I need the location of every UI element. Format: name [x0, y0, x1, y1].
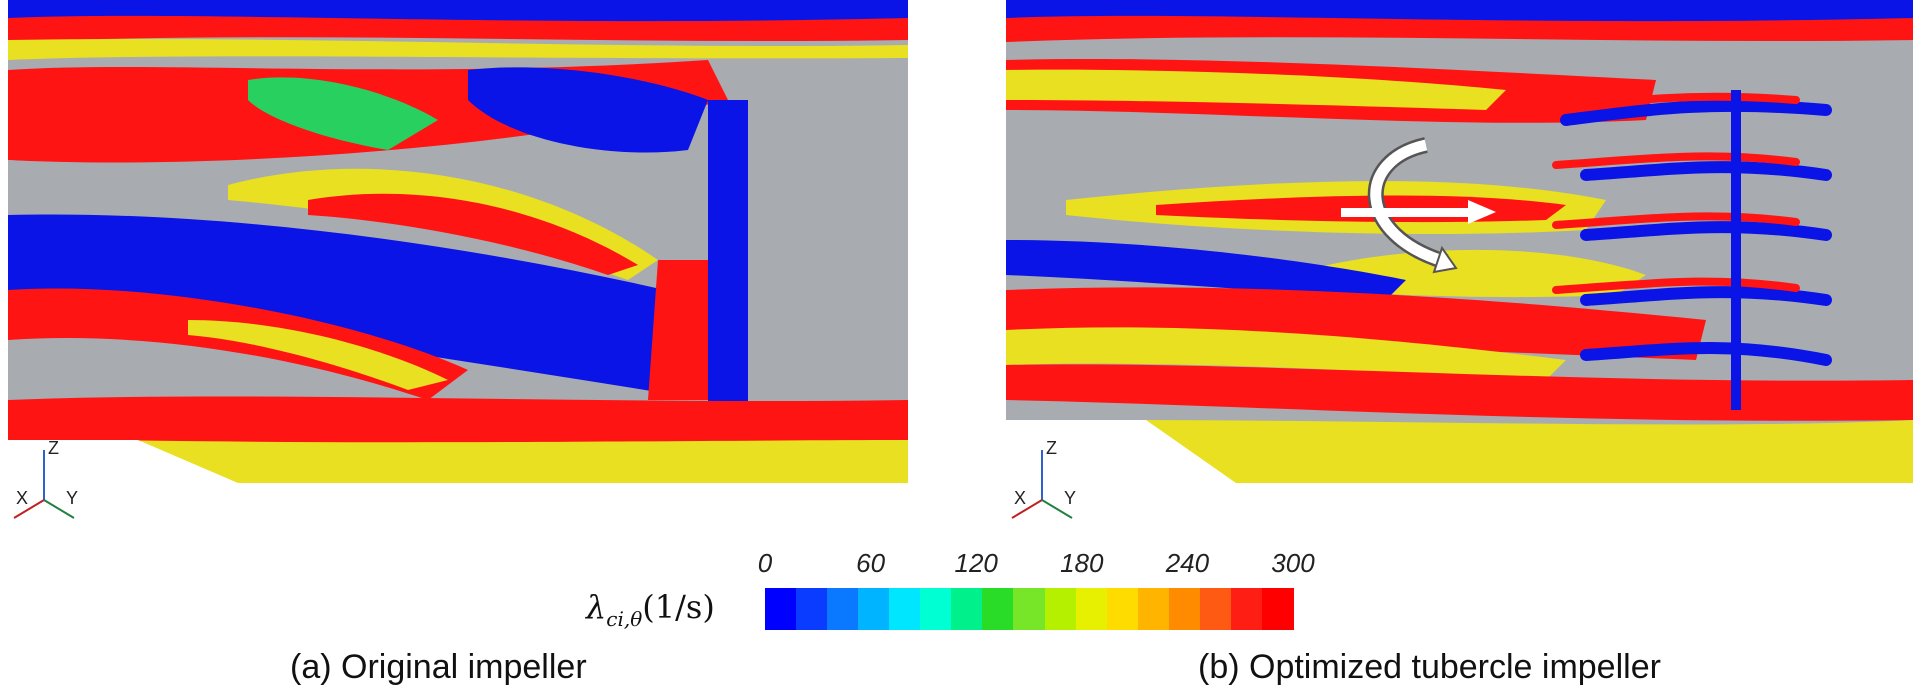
axis-x-label: X: [16, 488, 29, 508]
colorbar-swatch: [765, 588, 797, 630]
colorbar-swatch: [889, 588, 921, 630]
colorbar-swatch: [1261, 588, 1294, 630]
axis-y-label: Y: [1064, 488, 1077, 508]
colorbar-swatch: [920, 588, 952, 630]
colorbar-tick-label: 60: [856, 548, 886, 578]
colorbar-swatch: [1044, 588, 1077, 630]
optimized-impeller-contour-image: [1006, 0, 1913, 483]
colorbar: [765, 588, 1294, 630]
axis-triad-b: Z X Y: [1006, 430, 1096, 520]
colorbar-swatch: [796, 588, 828, 630]
colorbar-swatch: [1075, 588, 1108, 630]
colorbar-swatch: [982, 588, 1015, 630]
colorbar-tick-label: 0: [757, 548, 773, 578]
axis-z-label: Z: [1046, 438, 1057, 458]
colorbar-swatch: [1230, 588, 1263, 630]
colorbar-tick-label: 300: [1271, 548, 1315, 578]
panel-original-impeller: Z X Y: [8, 0, 908, 519]
colorbar-swatch: [827, 588, 859, 630]
colorbar-label: λci,θ(1/s): [586, 588, 715, 631]
axis-z-label: Z: [48, 438, 59, 458]
colorbar-tick-label: 120: [954, 548, 998, 578]
colorbar-swatch: [1013, 588, 1046, 630]
original-impeller-contour-image: [8, 0, 908, 483]
axis-arrows-icon: [1011, 450, 1073, 519]
colorbar-swatch: [1168, 588, 1201, 630]
colorbar-swatch: [858, 588, 890, 630]
colorbar-swatch: [951, 588, 983, 630]
colorbar-tick-label: 240: [1165, 548, 1210, 578]
panel-optimized-tubercle-impeller: Z X Y: [1006, 0, 1913, 519]
colorbar-tick-label: 180: [1060, 548, 1104, 578]
axis-arrows-icon: [13, 450, 75, 519]
colorbar-symbol: λ: [586, 588, 607, 626]
colorbar-unit: (1/s): [642, 588, 715, 626]
axis-triad-a: Z X Y: [8, 430, 98, 520]
colorbar-subscript: ci,θ: [606, 607, 643, 631]
axis-y-label: Y: [66, 488, 79, 508]
caption-original-impeller: (a) Original impeller: [290, 648, 587, 686]
colorbar-swatch: [1199, 588, 1232, 630]
caption-optimized-tubercle-impeller: (b) Optimized tubercle impeller: [1198, 648, 1661, 686]
colorbar-swatch: [1106, 588, 1139, 630]
axis-x-label: X: [1014, 488, 1027, 508]
colorbar-swatch: [1137, 588, 1170, 630]
